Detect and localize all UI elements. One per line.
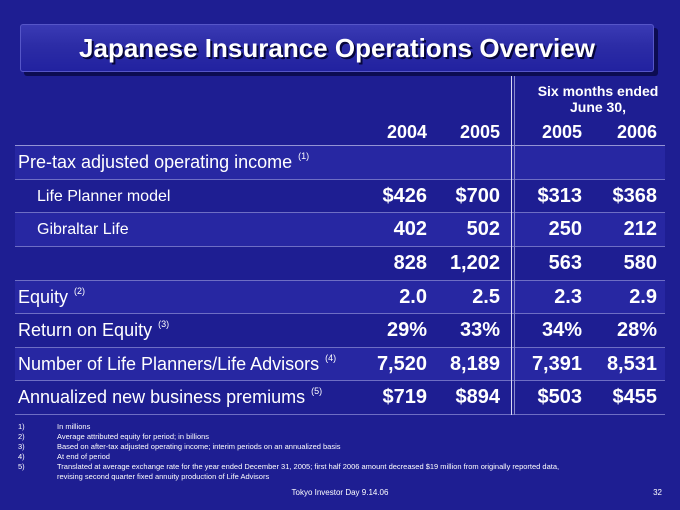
table-cell: 212 — [623, 218, 657, 241]
footnote: 2) Average attributed equity for period;… — [0, 432, 680, 442]
footnotes: 1) In millions 2) Average attributed equ… — [0, 422, 680, 482]
footnote-ref: (2) — [74, 285, 86, 296]
footnote: 3) Based on after-tax adjusted operating… — [0, 442, 680, 452]
column-header-2005-half: 2005 — [541, 122, 582, 142]
row-annualized-new-business-premiums: Annualized new business premiums (5) $719… — [15, 381, 665, 415]
footnote-text: At end of period — [57, 452, 110, 461]
column-header-2004: 2004 — [386, 122, 427, 142]
table-cell: 563 — [548, 251, 582, 274]
column-headers: 2004 2005 2005 2006 — [15, 119, 665, 146]
table-cell: $368 — [612, 184, 658, 207]
footnote-number: 5) — [18, 462, 25, 471]
row-label: Return on Equity (3) — [18, 314, 169, 347]
footnote-continuation: revising second quarter fixed annuity pr… — [0, 472, 680, 482]
column-header-2005: 2005 — [459, 122, 500, 142]
footnote-ref: (4) — [325, 352, 337, 363]
row-total: 828 1,202 563 580 — [15, 247, 665, 281]
table-cell: $700 — [455, 184, 501, 207]
footnote-ref: (1) — [298, 151, 310, 161]
table-cell: 1,202 — [449, 251, 500, 274]
period-header-line-1: Six months ended — [537, 83, 659, 99]
row-label: Gibraltar Life — [37, 221, 129, 239]
table-cell: 2.3 — [554, 285, 582, 308]
table-cell: 2.0 — [399, 285, 427, 308]
period-header: Six months ended June 30, — [528, 83, 668, 115]
row-label-text: Number of Life Planners/Life Advisors — [18, 353, 320, 374]
row-label-text: Annualized new business premiums — [18, 387, 306, 408]
slide-title: Japanese Insurance Operations Overview — [79, 32, 595, 63]
row-label: Life Planner model — [37, 187, 171, 205]
table-cell: 250 — [548, 218, 582, 241]
footnote-text: Based on after-tax adjusted operating in… — [57, 442, 341, 451]
row-label-text: Return on Equity — [18, 320, 153, 341]
data-table: Pre-tax adjusted operating income (1) Lif… — [15, 146, 665, 415]
table-cell: 8,531 — [606, 352, 657, 375]
row-label: Number of Life Planners/Life Advisors (4) — [18, 348, 336, 381]
table-cell: $503 — [537, 386, 583, 409]
footnote-number: 4) — [18, 452, 25, 461]
table-cell: $455 — [612, 386, 658, 409]
period-header-line-2: June 30, — [569, 99, 627, 115]
table-cell: 28% — [616, 319, 657, 342]
table-cell: 8,189 — [449, 352, 500, 375]
footnote-text: In millions — [57, 422, 91, 431]
table-cell: 828 — [393, 251, 427, 274]
table-cell: 2.9 — [629, 285, 657, 308]
table-cell: 502 — [466, 218, 500, 241]
footnote-number: 1) — [18, 422, 25, 431]
footnote-number: 3) — [18, 442, 25, 451]
footnote: 1) In millions — [0, 422, 680, 432]
row-return-on-equity: Return on Equity (3) 29% 33% 34% 28% — [15, 314, 665, 348]
column-header-2006-half: 2006 — [616, 122, 657, 142]
row-label: Annualized new business premiums (5) — [18, 381, 322, 414]
row-label: Equity (2) — [18, 281, 85, 314]
footnote-ref: (5) — [311, 386, 323, 397]
footnote: 4) At end of period — [0, 452, 680, 462]
table-cell: $719 — [382, 386, 428, 409]
row-life-planner-model: Life Planner model $426 $700 $313 $368 — [15, 180, 665, 214]
row-gibraltar-life: Gibraltar Life 402 502 250 212 — [15, 213, 665, 247]
page-number: 32 — [653, 488, 662, 497]
row-label: Pre-tax adjusted operating income (1) — [18, 146, 309, 179]
table-cell: $894 — [455, 386, 501, 409]
row-equity: Equity (2) 2.0 2.5 2.3 2.9 — [15, 280, 665, 315]
table-cell: 7,520 — [376, 352, 427, 375]
row-label-text: Equity — [18, 286, 69, 307]
row-pretax-adjusted-operating-income: Pre-tax adjusted operating income (1) — [15, 146, 665, 180]
footnote: 5) Translated at average exchange rate f… — [0, 462, 680, 472]
table-cell: $313 — [537, 184, 583, 207]
table-cell: 33% — [459, 319, 500, 342]
row-label-text: Pre-tax adjusted operating income — [18, 152, 293, 172]
footer-event: Tokyo Investor Day 9.14.06 — [291, 488, 389, 497]
row-number-of-life-planners: Number of Life Planners/Life Advisors (4)… — [15, 347, 665, 382]
table-cell: 7,391 — [531, 352, 582, 375]
footnote-text: Average attributed equity for period; in… — [57, 432, 210, 441]
table-cell: 580 — [623, 251, 657, 274]
footnote-text: Translated at average exchange rate for … — [57, 462, 560, 471]
table-cell: 34% — [541, 319, 582, 342]
footnote-number: 2) — [18, 432, 25, 441]
table-cell: 2.5 — [472, 285, 500, 308]
footnote-text: revising second quarter fixed annuity pr… — [57, 472, 270, 481]
table-cell: 29% — [386, 319, 427, 342]
title-banner: Japanese Insurance Operations Overview — [20, 24, 654, 72]
column-divider — [511, 76, 515, 415]
table-cell: 402 — [393, 218, 427, 241]
footnote-ref: (3) — [158, 319, 170, 330]
table-cell: $426 — [382, 184, 428, 207]
